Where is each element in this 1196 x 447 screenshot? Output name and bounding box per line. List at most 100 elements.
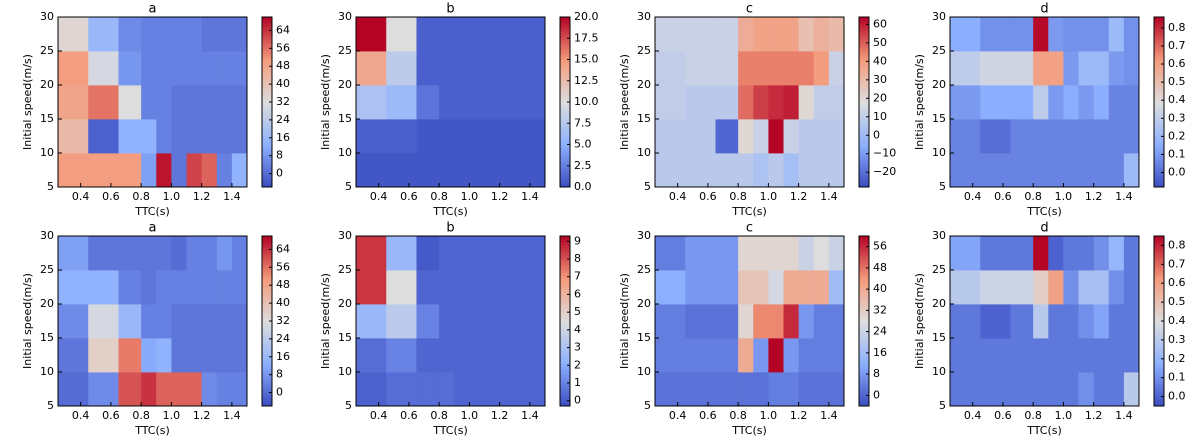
colorbar-step (262, 102, 272, 106)
y-tick-label: 30 (932, 229, 946, 242)
heat-cell (356, 51, 387, 86)
colorbar-step (1154, 147, 1164, 151)
heat-cell (828, 17, 845, 52)
heat-cell (88, 304, 119, 339)
colorbar-step (262, 306, 272, 311)
colorbar-step (1154, 241, 1164, 245)
heat-cell (798, 119, 815, 154)
colorbar-step (1154, 90, 1164, 94)
heat-cell (1033, 338, 1049, 373)
x-tick-label: 0.4 (72, 190, 90, 203)
heat-cell (439, 304, 455, 339)
heat-cell (1010, 270, 1034, 305)
heat-cell (216, 372, 233, 407)
colorbar-step (262, 161, 272, 165)
heat-cell (469, 153, 485, 188)
heat-cell (484, 270, 501, 305)
colorbar-step (1154, 31, 1164, 35)
colorbar-step (1154, 39, 1164, 43)
y-axis-label: Initial speed(m/s) (319, 273, 332, 369)
heat-cell (118, 270, 142, 305)
heat-cell (1108, 372, 1125, 407)
colorbar-step (859, 380, 869, 384)
colorbar-step (1154, 170, 1164, 174)
colorbar-step (1154, 267, 1164, 271)
colorbar-tick-label: 0.0 (574, 180, 592, 193)
x-tick-label: 1.2 (790, 190, 808, 203)
heat-cell (1078, 119, 1095, 154)
colorbar-step (560, 70, 570, 75)
heat-cell (813, 119, 830, 154)
colorbar-step (859, 349, 869, 353)
colorbar-step (560, 275, 570, 279)
y-tick-label: 10 (637, 146, 651, 159)
colorbar-step (1154, 153, 1164, 157)
heat-cell (1063, 119, 1079, 154)
colorbar-step (859, 104, 869, 109)
colorbar-step (560, 87, 570, 92)
heat-cell (768, 338, 784, 373)
y-tick-label: 5 (47, 180, 54, 193)
colorbar-step (1154, 247, 1164, 251)
colorbar-step (262, 68, 272, 72)
heat-cell (950, 17, 981, 52)
heat-cell (514, 119, 531, 154)
colorbar-step (262, 343, 272, 347)
x-tick-label: 1.2 (193, 190, 211, 203)
colorbar-step (560, 377, 570, 381)
colorbar-step (262, 82, 272, 86)
heat-cell (439, 270, 455, 305)
colorbar-step (560, 383, 570, 387)
colorbar-step (859, 141, 869, 145)
colorbar-step (1154, 99, 1164, 103)
heat-cell (1093, 372, 1110, 407)
colorbar-step (262, 241, 272, 245)
colorbar-step (1154, 85, 1164, 89)
heat-cell (484, 119, 501, 154)
heat-cell (753, 153, 769, 188)
colorbar-step (262, 85, 272, 89)
heat-cell (529, 270, 546, 305)
colorbar-tick-label: 64 (276, 242, 290, 255)
colorbar-step (1154, 318, 1164, 322)
colorbar-step (262, 377, 272, 381)
heat-cell (1108, 119, 1125, 154)
heat-cell (828, 153, 845, 188)
colorbar-step (1154, 255, 1164, 260)
colorbar-step (1154, 374, 1164, 379)
colorbar-step (262, 355, 272, 359)
colorbar-step (560, 403, 570, 407)
y-tick-label: 5 (644, 180, 651, 193)
heat-cell (950, 85, 981, 120)
colorbar-step (859, 332, 869, 336)
heat-cell (798, 304, 815, 339)
heat-cell (980, 119, 1011, 154)
heat-cell (828, 270, 845, 305)
heat-cell (156, 85, 172, 120)
colorbar-step (1154, 161, 1164, 165)
colorbar-step (1154, 22, 1164, 26)
colorbar-tick-label: 32 (276, 95, 290, 108)
heat-cell (1108, 51, 1125, 86)
colorbar-step (1154, 377, 1164, 381)
heat-cell (216, 85, 233, 120)
heat-cell (454, 85, 470, 120)
heat-cell (1108, 338, 1125, 373)
x-tick-label: 1.0 (163, 409, 181, 422)
colorbar-step (560, 76, 570, 80)
heat-cell (813, 270, 830, 305)
heat-cell (416, 119, 440, 154)
heat-cell (685, 119, 716, 154)
heat-cell (1093, 85, 1110, 120)
y-tick-label: 30 (40, 10, 54, 23)
heat-cell (655, 119, 686, 154)
colorbar-step (560, 340, 570, 345)
heat-cell (1010, 338, 1034, 373)
heat-cell (156, 236, 172, 271)
x-tick-label: 0.6 (400, 409, 418, 422)
heat-cell (1093, 17, 1110, 52)
colorbar-step (859, 150, 869, 154)
panel-title: a (149, 2, 157, 17)
colorbar-step (859, 394, 869, 398)
heat-cell (828, 304, 845, 339)
